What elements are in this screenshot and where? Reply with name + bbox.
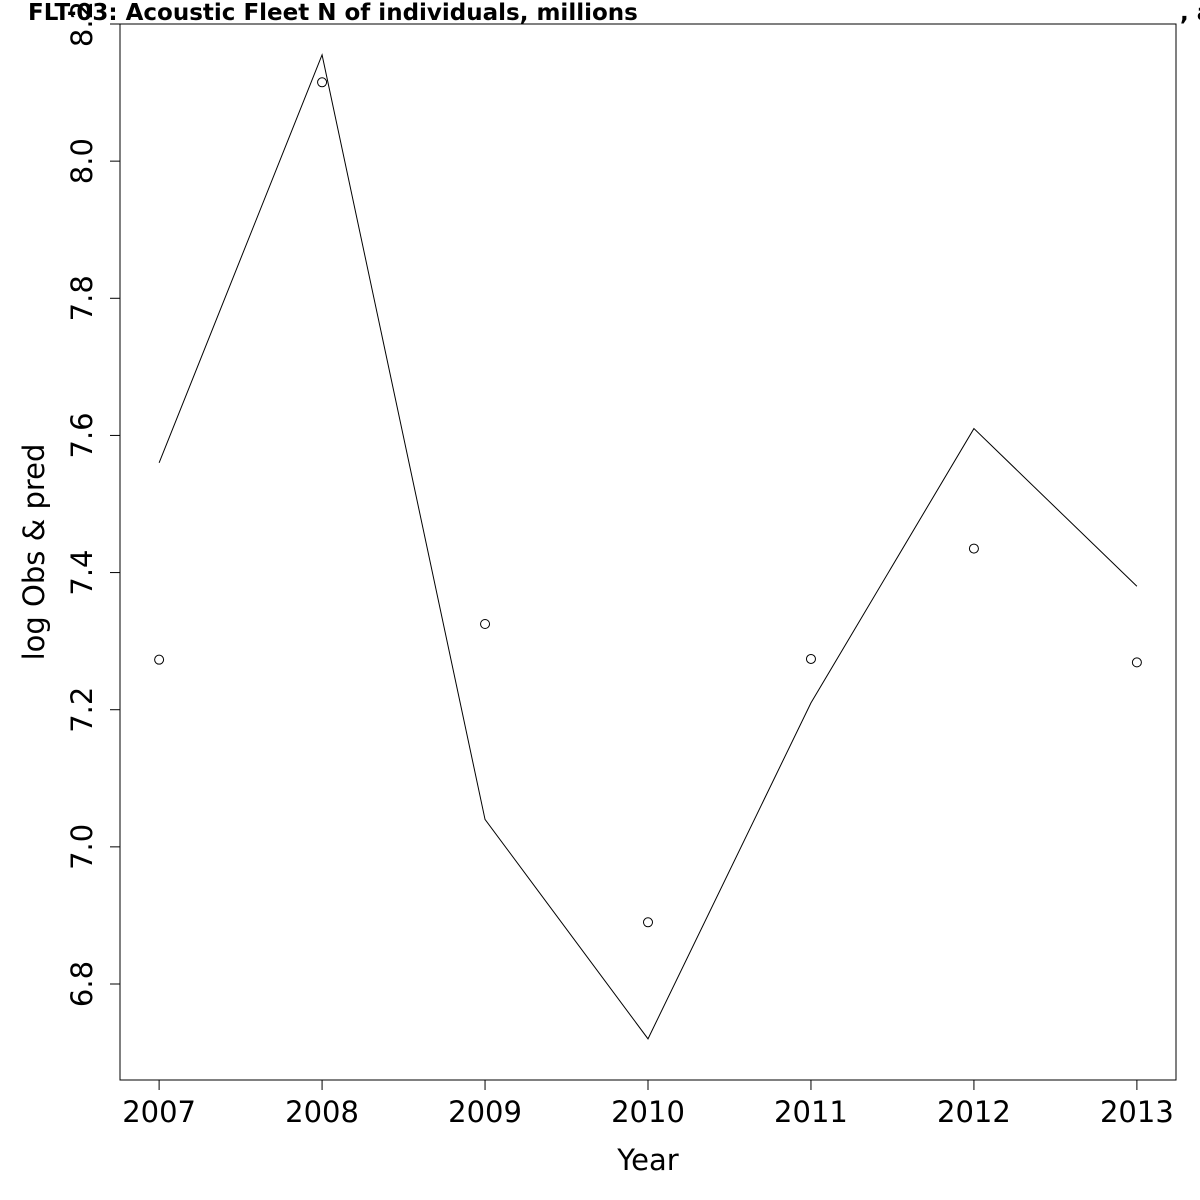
- predicted-series-line: [158, 53, 1138, 1040]
- x-tick-label: 2011: [774, 1095, 848, 1129]
- observed-point: [968, 543, 979, 554]
- chart-title-suffix: , a: [1180, 0, 1200, 26]
- x-axis: 2007 2008 2009 2010 2011 2012 2013: [122, 1079, 1174, 1129]
- observed-point: [154, 654, 165, 665]
- chart-title: FLT-03: Acoustic Fleet N of individuals,…: [28, 0, 638, 26]
- observed-point: [317, 77, 328, 88]
- y-tick-label: 8.0: [65, 138, 99, 184]
- y-tick-label: 7.4: [65, 550, 99, 596]
- x-tick-label: 2007: [122, 1095, 196, 1129]
- x-tick-label: 2008: [285, 1095, 359, 1129]
- observed-point: [1131, 657, 1142, 668]
- x-tick-label: 2010: [611, 1095, 685, 1129]
- x-axis-label: Year: [616, 1143, 678, 1177]
- y-tick-label: 6.8: [65, 961, 99, 1007]
- series-layer: [154, 53, 1142, 1040]
- y-tick-label: 7.0: [65, 824, 99, 870]
- observed-point: [643, 917, 653, 928]
- observed-point: [805, 653, 816, 664]
- plot-frame: [119, 23, 1177, 1081]
- x-tick-label: 2009: [448, 1095, 522, 1129]
- y-tick-label: 7.2: [65, 687, 99, 733]
- x-tick-label: 2012: [937, 1095, 1011, 1129]
- y-tick-label: 8.2: [65, 1, 99, 47]
- y-tick-label: 7.6: [65, 412, 99, 458]
- observed-point: [480, 619, 491, 629]
- y-axis-label: log Obs & pred: [17, 444, 51, 661]
- x-tick-label: 2013: [1100, 1095, 1174, 1129]
- y-axis: 6.8 7.0 7.2 7.4 7.6 7.8 8.0 8.2: [65, 1, 121, 1007]
- y-tick-label: 7.8: [65, 275, 99, 321]
